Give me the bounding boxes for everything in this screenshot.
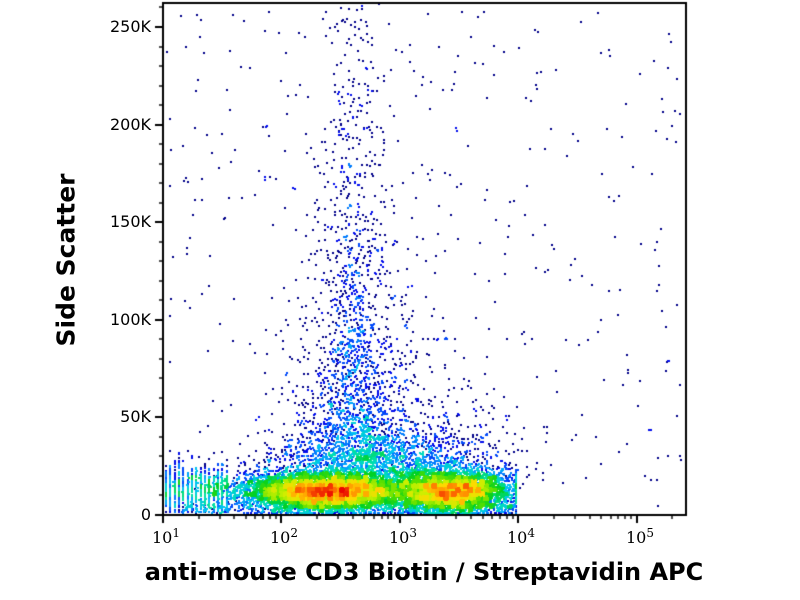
x-tick-base: 10 — [152, 528, 173, 547]
y-tick-label: 250K — [109, 17, 151, 36]
y-tick-label: 100K — [109, 310, 151, 329]
y-tick-label: 150K — [109, 212, 151, 231]
y-tick-label: 200K — [109, 115, 151, 134]
x-tick-base: 10 — [507, 528, 528, 547]
x-tick-label: 105 — [605, 526, 675, 547]
x-axis-title: anti-mouse CD3 Biotin / Streptavidin APC — [144, 558, 704, 586]
x-tick-label: 102 — [249, 526, 319, 547]
y-tick-label: 50K — [120, 407, 151, 426]
x-tick-exponent: 5 — [646, 526, 654, 540]
y-axis-title: Side Scatter — [51, 173, 81, 347]
x-tick-base: 10 — [270, 528, 291, 547]
x-tick-exponent: 4 — [527, 526, 535, 540]
x-tick-label: 103 — [368, 526, 438, 547]
x-tick-exponent: 1 — [172, 526, 180, 540]
y-tick-label: 0 — [140, 505, 151, 524]
x-tick-label: 104 — [486, 526, 556, 547]
x-tick-base: 10 — [626, 528, 647, 547]
x-tick-exponent: 3 — [409, 526, 417, 540]
x-tick-exponent: 2 — [290, 526, 298, 540]
x-tick-label: 101 — [131, 526, 201, 547]
x-tick-base: 10 — [389, 528, 410, 547]
